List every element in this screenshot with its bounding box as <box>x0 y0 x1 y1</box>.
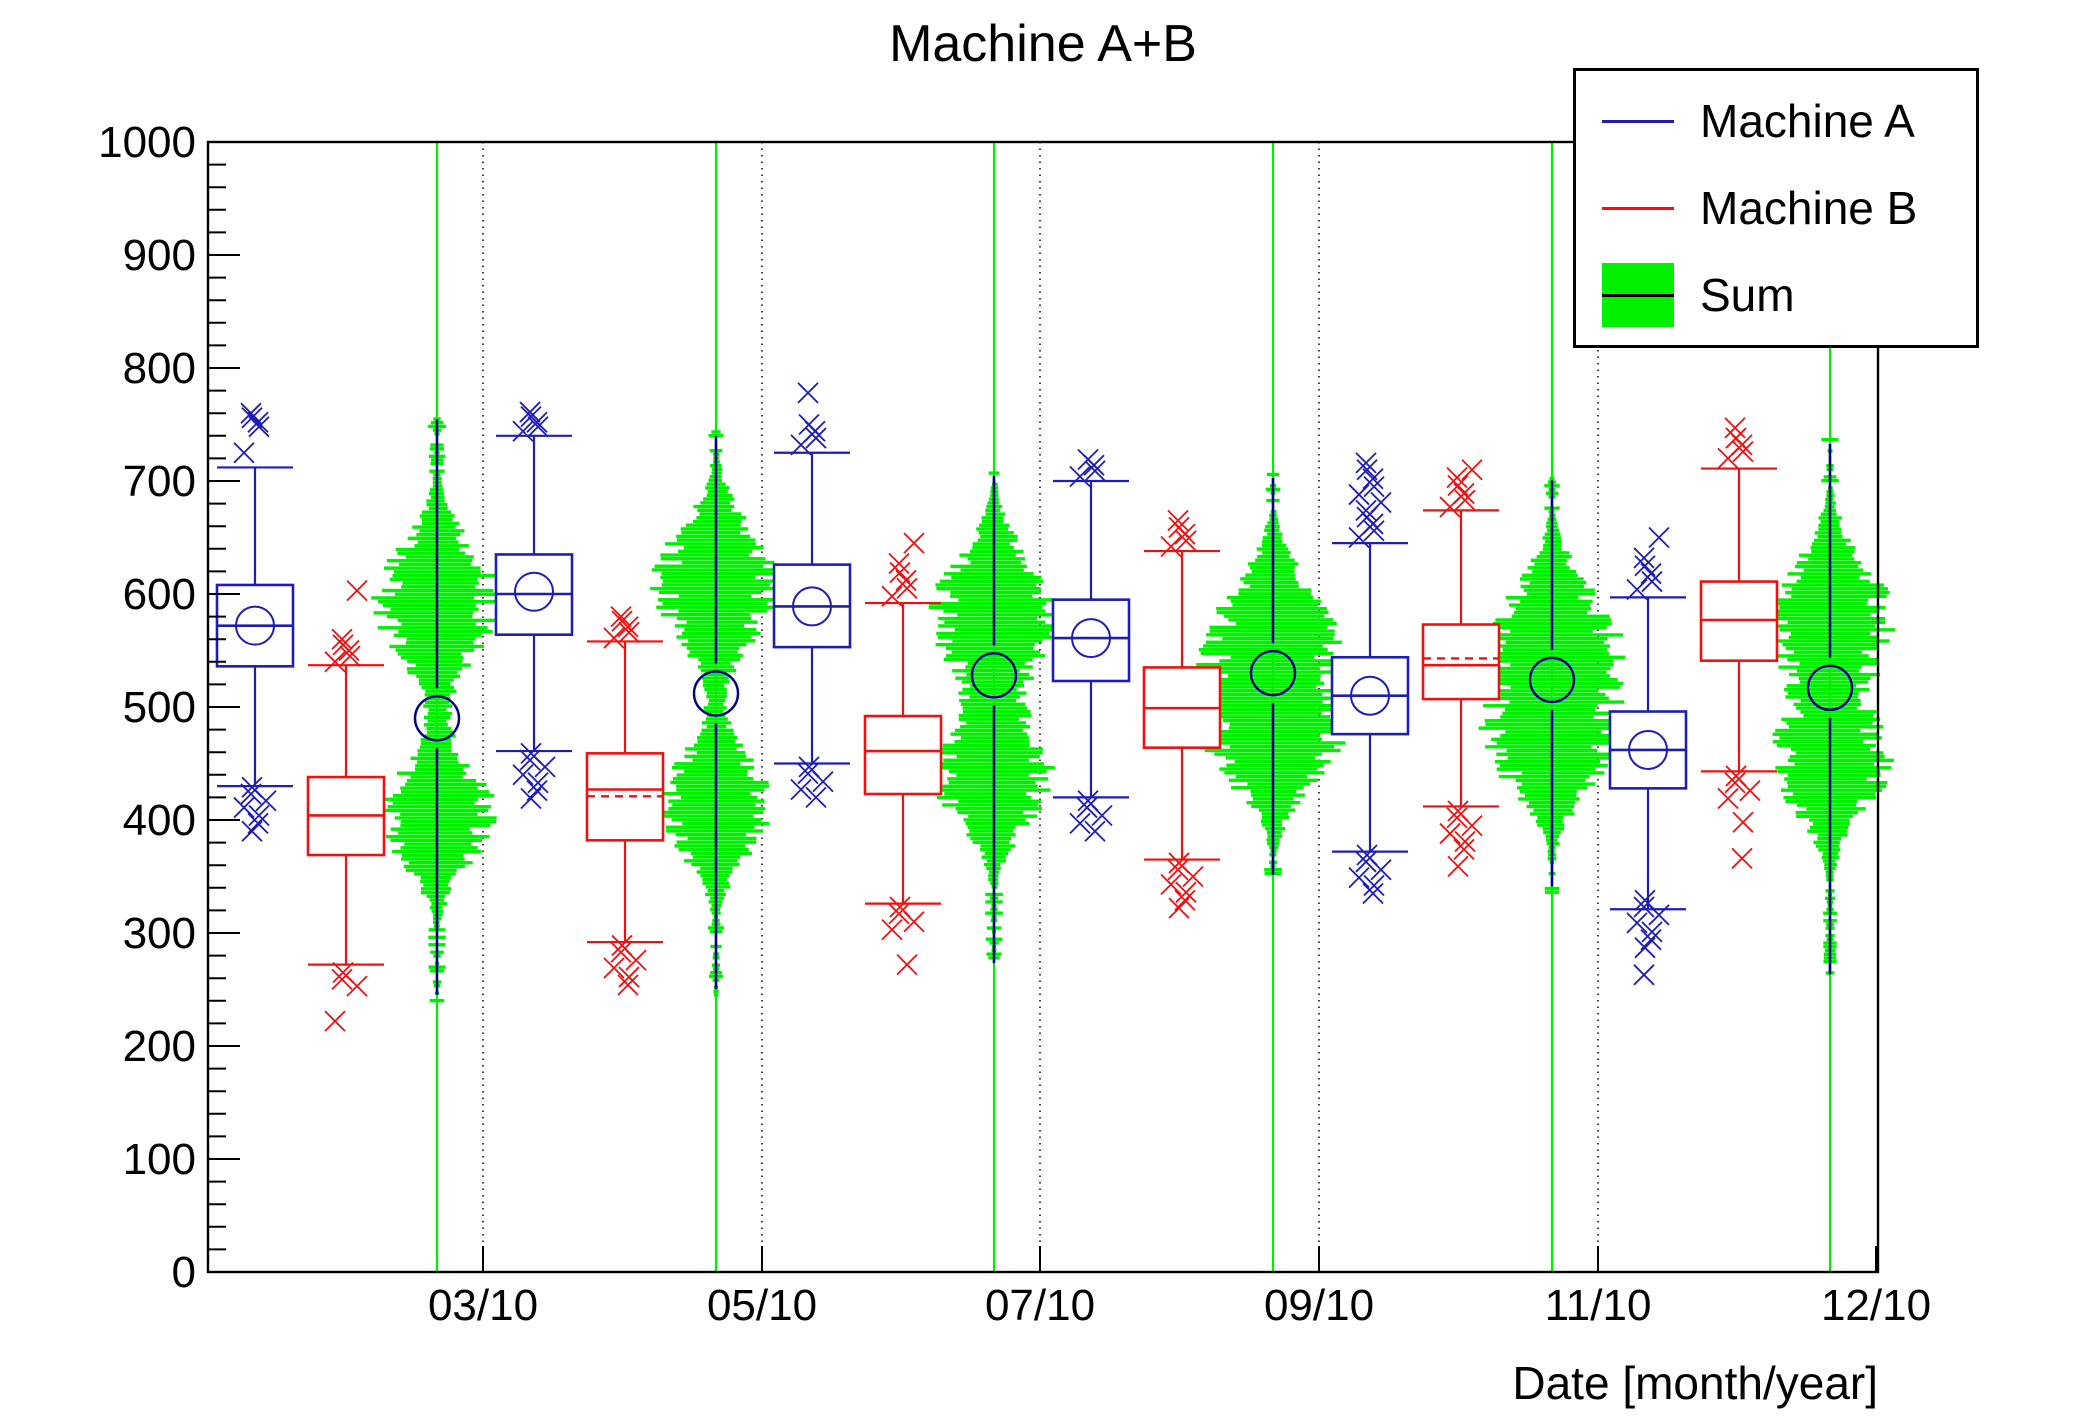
y-tick-label: 200 <box>123 1022 196 1071</box>
candle-machine-b-group-3 <box>863 532 943 976</box>
sum-violin-icon <box>1602 263 1674 328</box>
sum-mean-circle <box>970 652 1018 699</box>
machine-a-line-icon <box>1602 89 1674 153</box>
violin-sum-group-6 <box>1765 437 1896 975</box>
candle-machine-b-group-1 <box>306 579 386 1032</box>
x-axis: 03/10 05/10 07/10 09/10 11/10 12/10 <box>428 1246 1931 1330</box>
candle-machine-b-group-2 <box>585 605 665 996</box>
y-tick-label: 500 <box>123 683 196 732</box>
y-tick-label: 700 <box>123 457 196 506</box>
candle-machine-b-group-4 <box>1142 509 1222 919</box>
x-tick-label: 05/10 <box>707 1281 817 1330</box>
violin-sum-group-4 <box>1196 472 1348 876</box>
sum-mean-circle <box>1249 649 1297 697</box>
legend: Machine A Machine B Sum <box>1573 68 1979 348</box>
y-tick-label: 800 <box>123 344 196 393</box>
chart-title: Machine A+B <box>889 15 1197 73</box>
violin-sum-group-5 <box>1476 476 1630 894</box>
candle-machine-b-group-5 <box>1421 459 1501 877</box>
sum-mean-circle <box>1528 656 1576 704</box>
violin-sum-group-3 <box>928 471 1059 964</box>
candle-machine-a-group-3 <box>772 382 852 809</box>
sum-mean-circle <box>692 670 740 717</box>
legend-label-machine-b: Machine B <box>1700 181 1918 234</box>
candle-machine-a-group-5 <box>1330 452 1410 905</box>
y-tick-label: 900 <box>123 231 196 280</box>
violin-sum-group-1 <box>371 417 501 1003</box>
violin-sum-group-2 <box>650 430 782 997</box>
y-tick-label: 100 <box>123 1135 196 1184</box>
y-tick-label: 1000 <box>98 118 196 167</box>
sum-mean-circle <box>413 695 461 742</box>
x-tick-label: 07/10 <box>985 1281 1095 1330</box>
y-tick-label: 400 <box>123 796 196 845</box>
y-tick-label: 0 <box>172 1248 196 1297</box>
candle-machine-a-group-6 <box>1608 526 1688 986</box>
x-axis-title: Date [month/year] <box>1512 1357 1878 1409</box>
legend-label-sum: Sum <box>1700 269 1795 322</box>
legend-row-sum: Sum <box>1602 255 1976 335</box>
machine-b-line-icon <box>1602 176 1674 240</box>
sum-mean-circle <box>1806 664 1854 711</box>
y-axis: 0 100 200 300 400 500 600 700 800 900 1000 <box>98 118 240 1297</box>
x-tick-label: 03/10 <box>428 1281 538 1330</box>
x-tick-label: 12/10 <box>1821 1281 1931 1330</box>
x-tick-label: 11/10 <box>1545 1281 1652 1330</box>
candle-machine-a-group-2 <box>494 401 574 810</box>
legend-row-machine-b: Machine B <box>1602 168 1976 248</box>
candle-machine-b-group-6 <box>1699 417 1779 870</box>
candle-machine-a-group-1 <box>215 402 295 842</box>
x-tick-label: 09/10 <box>1264 1281 1374 1330</box>
legend-row-machine-a: Machine A <box>1602 81 1976 161</box>
legend-label-machine-a: Machine A <box>1700 94 1915 147</box>
candle-machine-a-group-4 <box>1051 448 1131 842</box>
y-tick-label: 600 <box>123 570 196 619</box>
y-tick-label: 300 <box>123 909 196 958</box>
date-gridlines <box>482 142 1599 1272</box>
